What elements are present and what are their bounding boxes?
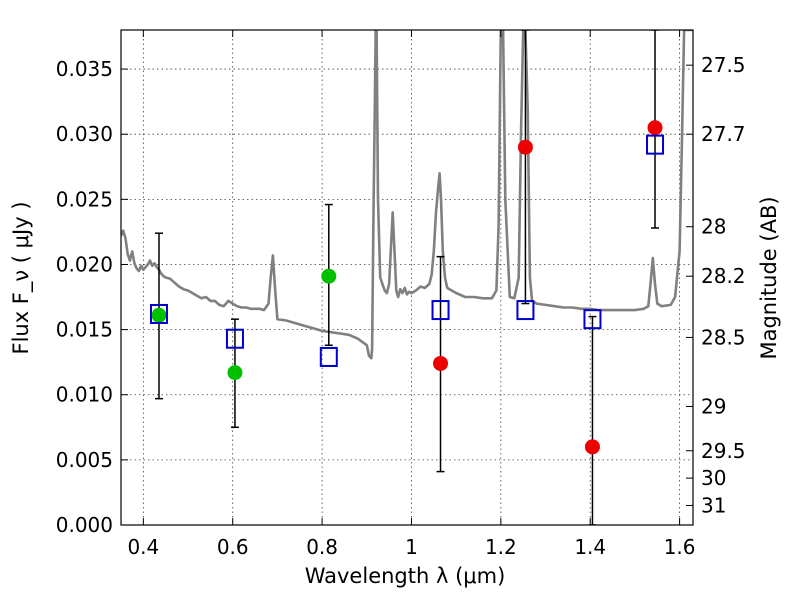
y-right-tick-label: 30 (701, 466, 726, 490)
y-right-tick-label: 29.5 (701, 439, 746, 463)
model-spectrum-layer (121, 30, 693, 360)
y-right-tick-label: 29 (701, 394, 726, 418)
model-photometry-square (516, 300, 535, 321)
y-tick-label: 0.010 (56, 383, 113, 407)
red-data-point (517, 139, 533, 155)
axis-ticks: 0.4 0.6 0.8 1 1.2 1.4 1.6 0.000 0.005 0.010 0.015 0… (56, 30, 746, 559)
model-photometry-square (149, 303, 168, 324)
grid (121, 30, 693, 526)
y-tick-label: 0.020 (56, 252, 113, 276)
red-data-point (647, 120, 663, 136)
y-axis-label: Flux F_ν ( μJy ) (9, 201, 34, 354)
y-right-tick-label: 28 (701, 215, 726, 239)
y-tick-label: 0.035 (56, 57, 113, 81)
red-data-point (584, 439, 600, 455)
x-axis-label: Wavelength λ (μm) (305, 564, 506, 588)
y-right-tick-label: 31 (701, 493, 726, 517)
model-photometry-square (225, 328, 244, 349)
y-right-tick-label: 28.5 (701, 325, 746, 349)
red-data-point (433, 355, 449, 371)
y-right-tick-label: 27.7 (701, 122, 746, 146)
model-spectrum-line (121, 30, 693, 360)
x-tick-label: 0.4 (127, 535, 159, 559)
x-tick-label: 1 (405, 535, 418, 559)
model-photometry-square (646, 134, 665, 155)
green-data-point (321, 268, 337, 284)
x-tick-label: 0.8 (306, 535, 338, 559)
model-photometry-square (583, 309, 602, 330)
x-tick-label: 1.2 (485, 535, 517, 559)
x-tick-label: 1.6 (664, 535, 696, 559)
y-axis-right-label: Magnitude (AB) (757, 196, 781, 359)
x-tick-label: 0.6 (217, 535, 249, 559)
y-tick-label: 0.015 (56, 318, 113, 342)
plot-frame (120, 29, 694, 526)
model-photometry-square (431, 300, 450, 321)
y-tick-label: 0.005 (56, 448, 113, 472)
green-data-point (227, 365, 243, 381)
model-photometry-square (319, 346, 338, 367)
green-data-point (151, 307, 167, 323)
y-right-tick-label: 27.5 (701, 53, 746, 77)
x-tick-label: 1.4 (574, 535, 606, 559)
y-tick-label: 0.030 (56, 122, 113, 146)
marker-layer (149, 120, 665, 455)
y-tick-label: 0.025 (56, 187, 113, 211)
y-right-tick-label: 28.2 (701, 264, 746, 288)
y-tick-label: 0.000 (56, 513, 113, 537)
